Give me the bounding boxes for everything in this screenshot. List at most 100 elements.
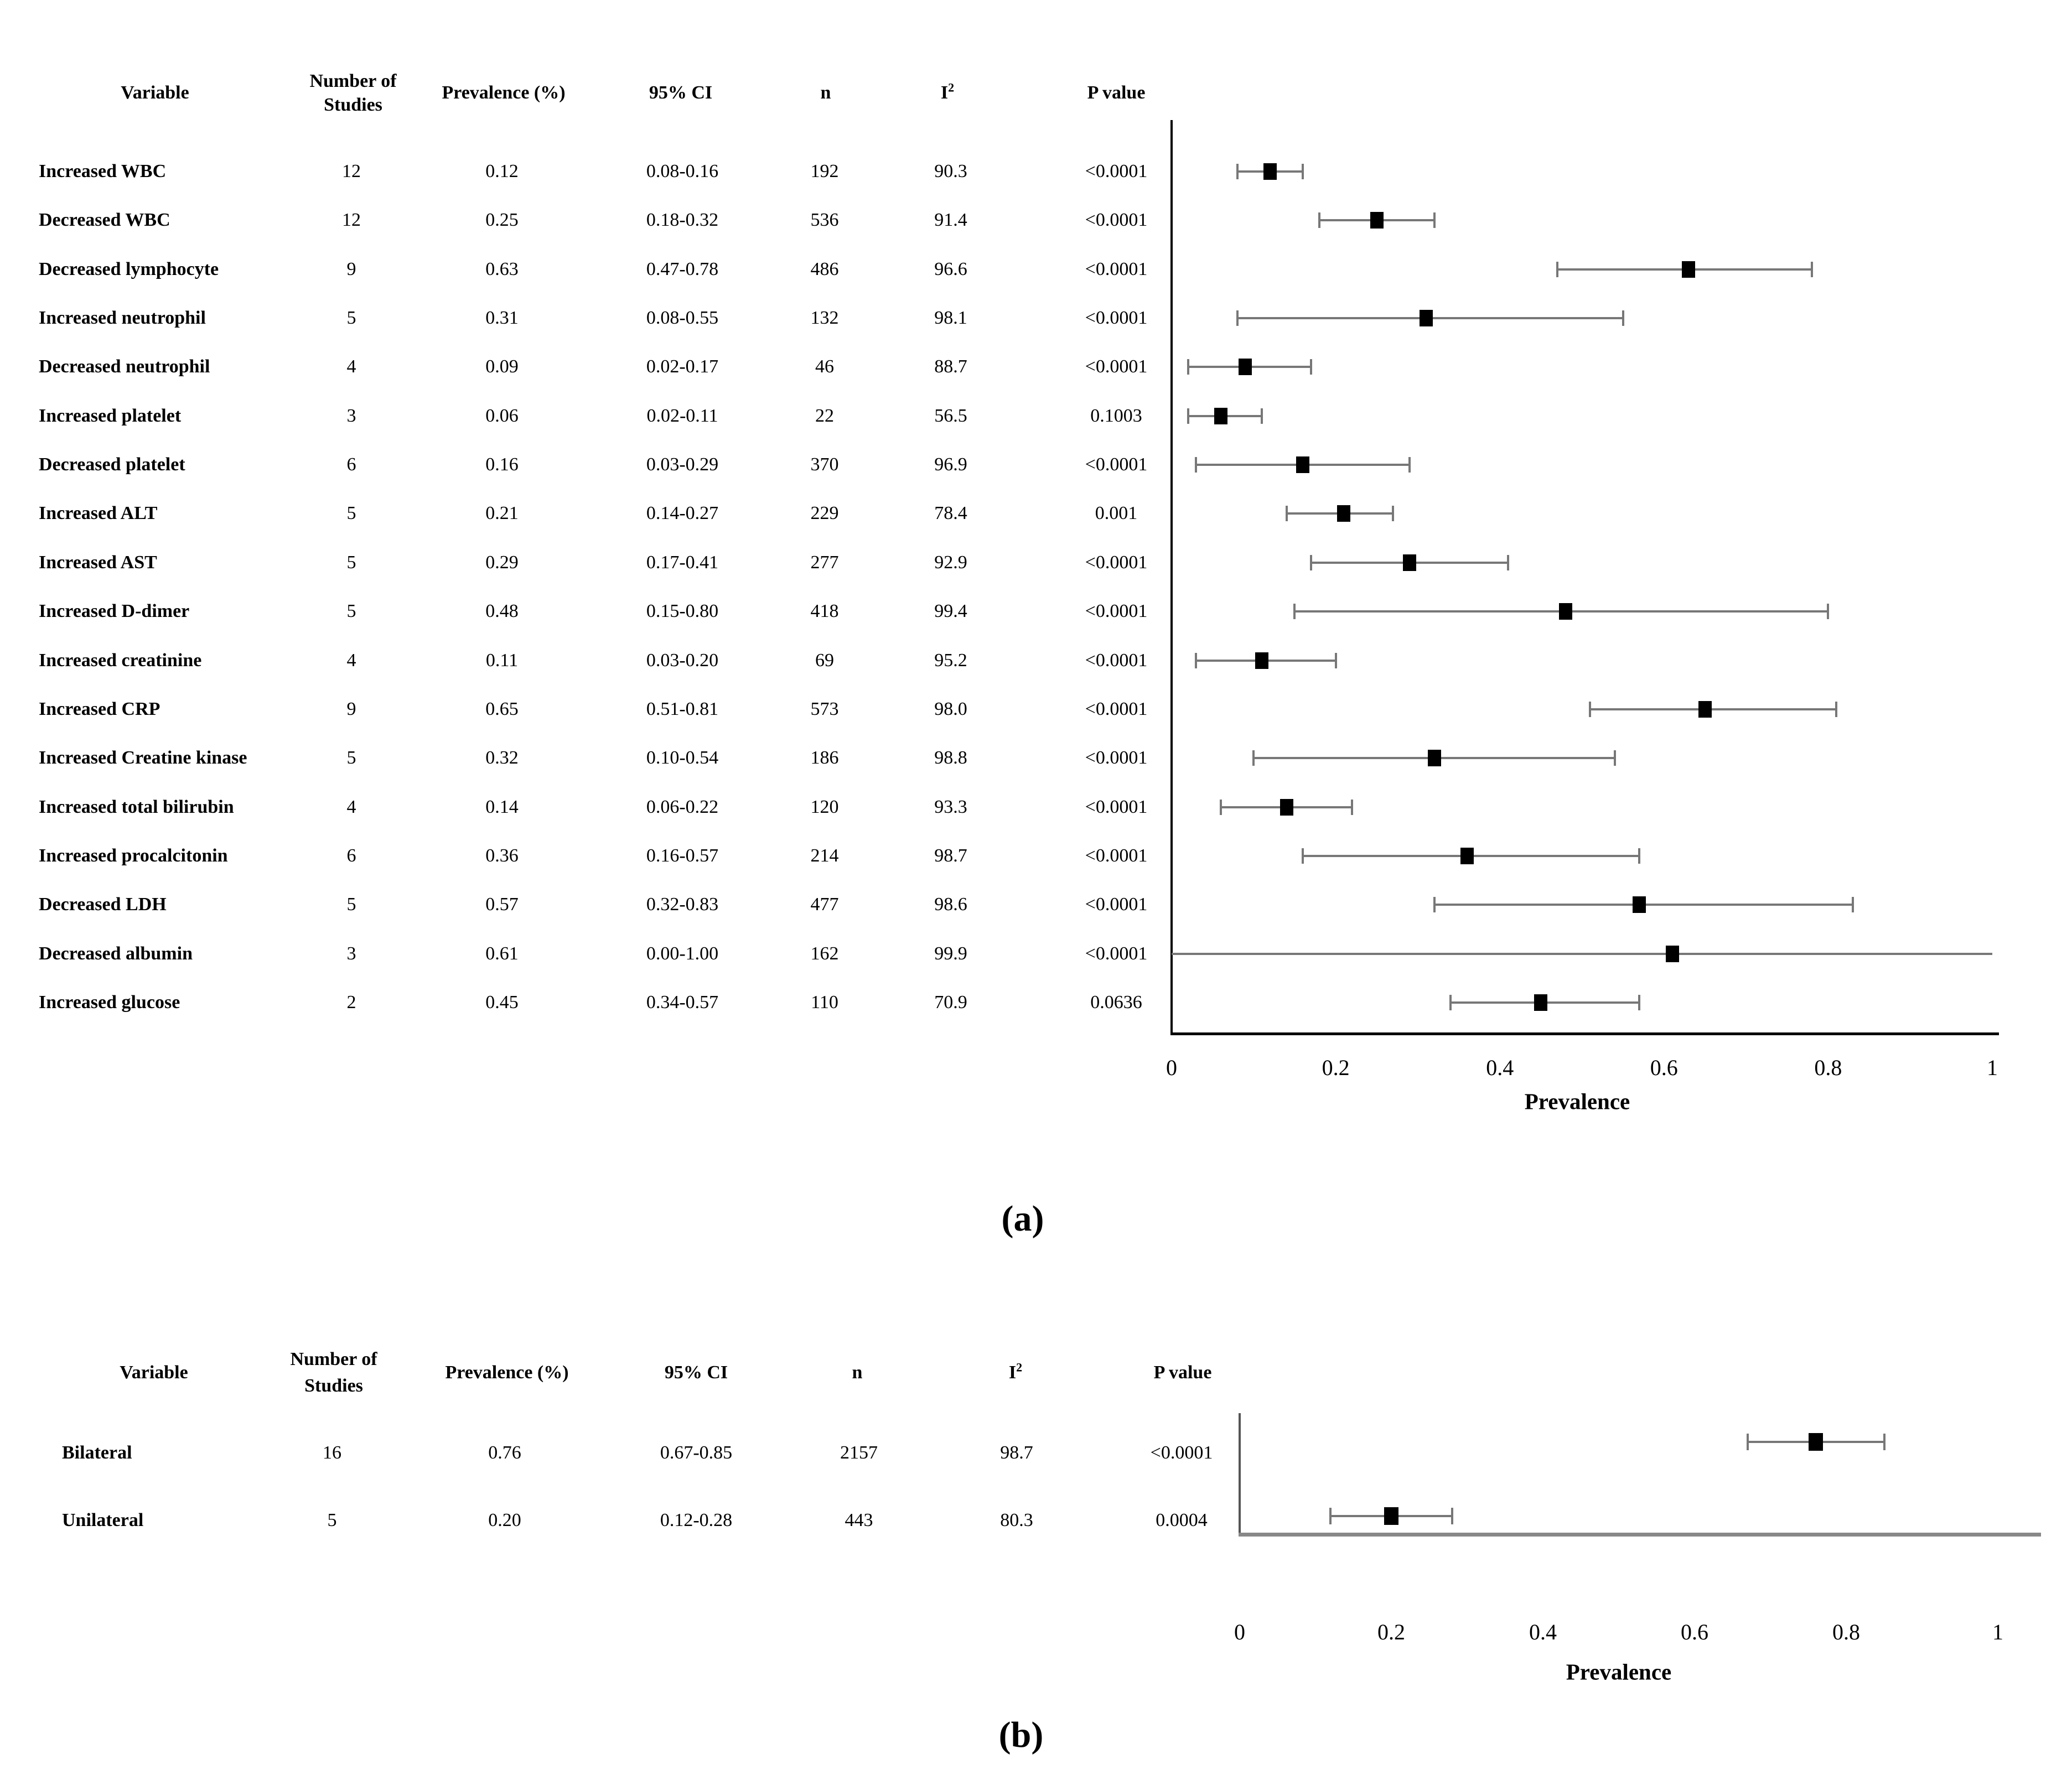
- panel-caption-b: (b): [998, 1715, 1044, 1755]
- row-prevalence-value: 0.63: [485, 259, 519, 279]
- x-tick-label: 0.4: [1486, 1055, 1514, 1080]
- column-header: n: [820, 82, 831, 103]
- ci-cap-high: [1507, 555, 1510, 570]
- row-variable-label: Increased CRP: [39, 699, 160, 719]
- row-prevalence-value: 0.29: [485, 552, 519, 573]
- point-estimate-marker: [1558, 603, 1572, 620]
- row-n-value: 162: [810, 943, 839, 964]
- column-header: 95% CI: [664, 1362, 728, 1383]
- x-axis-line: [1239, 1533, 2041, 1537]
- row-prevalence-value: 0.16: [485, 454, 519, 475]
- row-i2-value: 90.3: [934, 161, 967, 181]
- row-pvalue-value: <0.0001: [1085, 308, 1148, 328]
- y-axis-spine: [1239, 1413, 1241, 1537]
- row-studies-value: 6: [346, 845, 356, 866]
- ci-cap-high: [1622, 310, 1624, 326]
- row-n-value: 418: [810, 601, 839, 621]
- row-studies-value: 5: [346, 308, 356, 328]
- row-studies-value: 5: [327, 1510, 337, 1530]
- column-header-line1: Number of: [290, 1349, 377, 1369]
- row-prevalence-value: 0.32: [485, 748, 519, 768]
- x-axis-line: [1170, 1032, 1999, 1035]
- row-prevalence-value: 0.76: [488, 1442, 521, 1463]
- x-tick-label: 0: [1234, 1620, 1245, 1644]
- row-pvalue-value: 0.0004: [1156, 1510, 1208, 1530]
- row-n-value: 477: [810, 894, 839, 915]
- column-header: Variable: [120, 1362, 188, 1383]
- row-pvalue-value: <0.0001: [1085, 161, 1148, 181]
- row-n-value: 132: [810, 308, 839, 328]
- row-prevalence-value: 0.65: [485, 699, 519, 719]
- row-variable-label: Increased procalcitonin: [39, 845, 228, 866]
- point-estimate-marker: [1427, 750, 1441, 766]
- ci-cap-low: [1285, 506, 1288, 521]
- ci-cap-low: [1293, 604, 1296, 619]
- row-pvalue-value: 0.0636: [1090, 992, 1142, 1013]
- row-i2-value: 98.7: [934, 845, 967, 866]
- row-n-value: 443: [845, 1510, 873, 1530]
- row-pvalue-value: <0.0001: [1150, 1442, 1213, 1463]
- point-estimate-marker: [1296, 456, 1310, 473]
- row-n-value: 46: [815, 356, 834, 377]
- y-axis-spine: [1170, 120, 1173, 1035]
- row-studies-value: 5: [346, 601, 356, 621]
- ci-cap-high: [1638, 995, 1641, 1010]
- row-ci-value: 0.10-0.54: [646, 748, 719, 768]
- row-ci-value: 0.06-0.22: [646, 797, 719, 817]
- row-ci-value: 0.02-0.11: [646, 406, 718, 426]
- row-variable-label: Increased glucose: [39, 992, 180, 1013]
- column-header: I2: [940, 80, 955, 103]
- ci-cap-low: [1746, 1434, 1749, 1450]
- row-ci-value: 0.08-0.55: [646, 308, 719, 328]
- row-variable-label: Decreased WBC: [39, 210, 170, 230]
- x-tick-label: 1: [1987, 1055, 1998, 1080]
- row-i2-value: 88.7: [934, 356, 967, 377]
- row-studies-value: 9: [346, 259, 356, 279]
- column-header-line2: Studies: [324, 95, 382, 115]
- row-ci-value: 0.03-0.29: [646, 454, 719, 475]
- point-estimate-marker: [1239, 359, 1252, 375]
- row-i2-value: 80.3: [1000, 1510, 1033, 1530]
- x-tick-label: 0.2: [1377, 1620, 1405, 1644]
- panel-caption-a: (a): [1001, 1198, 1044, 1239]
- row-prevalence-value: 0.14: [485, 797, 519, 817]
- x-tick-label: 0.4: [1529, 1620, 1557, 1644]
- row-n-value: 192: [810, 161, 839, 181]
- point-estimate-marker: [1633, 896, 1646, 913]
- row-ci-value: 0.14-0.27: [646, 503, 719, 523]
- row-prevalence-value: 0.57: [485, 894, 519, 915]
- row-variable-label: Decreased lymphocyte: [39, 259, 219, 279]
- column-header: 95% CI: [649, 82, 713, 103]
- row-variable-label: Decreased platelet: [39, 454, 185, 475]
- row-variable-label: Unilateral: [62, 1510, 144, 1530]
- row-ci-value: 0.51-0.81: [646, 699, 719, 719]
- row-prevalence-value: 0.21: [485, 503, 519, 523]
- point-estimate-marker: [1665, 946, 1679, 962]
- row-studies-value: 4: [346, 797, 356, 817]
- row-studies-value: 5: [346, 748, 356, 768]
- column-header: I2: [1008, 1360, 1023, 1383]
- ci-cap-high: [1310, 359, 1313, 375]
- row-i2-value: 96.6: [934, 259, 967, 279]
- row-studies-value: 6: [346, 454, 356, 475]
- row-prevalence-value: 0.31: [485, 308, 519, 328]
- row-i2-value: 96.9: [934, 454, 967, 475]
- column-header-line2: Studies: [304, 1376, 363, 1396]
- row-ci-value: 0.18-0.32: [646, 210, 719, 230]
- ci-cap-high: [1408, 457, 1411, 473]
- point-estimate-marker: [1280, 799, 1293, 816]
- row-studies-value: 4: [346, 356, 356, 377]
- row-variable-label: Increased Creatine kinase: [39, 748, 247, 768]
- row-ci-value: 0.34-0.57: [646, 992, 719, 1013]
- point-estimate-marker: [1403, 554, 1417, 571]
- row-ci-value: 0.67-0.85: [660, 1442, 733, 1463]
- row-variable-label: Decreased albumin: [39, 943, 193, 964]
- ci-cap-low: [1195, 653, 1198, 668]
- ci-cap-high: [1351, 800, 1354, 815]
- row-prevalence-value: 0.09: [485, 356, 519, 377]
- row-pvalue-value: <0.0001: [1085, 748, 1148, 768]
- row-studies-value: 2: [346, 992, 356, 1013]
- point-estimate-marker: [1263, 163, 1277, 180]
- ci-line: [1590, 708, 1837, 710]
